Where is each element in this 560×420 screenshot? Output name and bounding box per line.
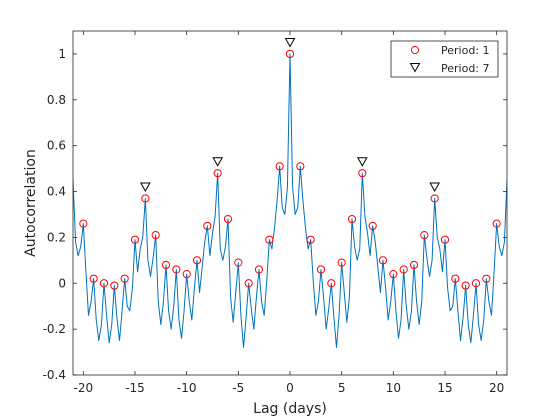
y-tick-label: 0 xyxy=(58,276,66,290)
period-1-marker xyxy=(482,274,491,283)
period-1-marker xyxy=(399,265,408,274)
x-tick-label: -20 xyxy=(74,381,94,395)
period-1-marker xyxy=(120,274,129,283)
period-1-marker xyxy=(430,194,439,203)
period-7-marker xyxy=(356,157,368,167)
period-1-marker xyxy=(358,169,367,178)
period-1-marker xyxy=(492,219,501,228)
period-1-marker xyxy=(182,269,191,279)
period-7-marker xyxy=(212,157,224,167)
period-1-marker xyxy=(99,279,109,288)
period-1-marker xyxy=(296,162,305,171)
period-1-marker xyxy=(337,258,346,267)
legend-triangle-marker-icon xyxy=(409,63,421,73)
period-7-marker xyxy=(429,182,441,192)
period-1-marker xyxy=(265,235,274,244)
period-1-marker xyxy=(451,274,460,283)
period-1-marker xyxy=(471,279,481,288)
period-1-marker xyxy=(79,219,88,228)
period-1-marker xyxy=(89,274,98,283)
y-tick-label: 0.8 xyxy=(47,93,66,107)
y-tick-label: -0.2 xyxy=(43,322,66,336)
legend-label-period-7: Period: 7 xyxy=(441,62,490,75)
x-tick-label: 0 xyxy=(286,381,294,395)
period-1-marker xyxy=(244,279,253,288)
y-tick-label: 0.4 xyxy=(47,185,66,199)
period-1-marker xyxy=(275,162,284,171)
legend-box xyxy=(390,40,499,78)
y-axis-label: Autocorrelation xyxy=(23,149,39,257)
y-tick-label: 0.6 xyxy=(47,139,66,153)
x-tick-label: -10 xyxy=(177,381,197,395)
period-1-marker xyxy=(285,49,295,59)
period-1-marker xyxy=(223,214,233,224)
plot-area xyxy=(73,31,507,375)
period-1-marker xyxy=(368,221,377,231)
period-1-marker xyxy=(327,279,336,288)
period-1-marker xyxy=(389,269,398,279)
legend-circle-marker-icon xyxy=(410,45,420,55)
x-tick-label: 20 xyxy=(489,381,504,395)
period-1-marker xyxy=(203,221,212,231)
period-1-marker xyxy=(409,260,419,270)
x-tick-label: -5 xyxy=(232,381,244,395)
period-1-marker xyxy=(161,260,171,270)
period-7-marker xyxy=(139,182,151,192)
period-1-marker xyxy=(420,231,429,240)
x-axis-label: Lag (days) xyxy=(253,401,327,417)
period-1-marker xyxy=(461,281,470,290)
period-1-marker xyxy=(234,258,243,267)
period-1-marker xyxy=(192,256,202,265)
period-1-marker xyxy=(110,281,119,290)
y-tick-label: 0.2 xyxy=(47,230,66,244)
autocorrelation-line xyxy=(73,53,507,348)
series-layer xyxy=(73,53,507,348)
x-tick-label: 10 xyxy=(386,381,401,395)
period-1-marker xyxy=(316,265,326,274)
period-1-marker xyxy=(172,265,181,274)
period-1-marker xyxy=(130,235,140,244)
ticks-layer: -20 -15 -10 -5 0 5 10 15 20 -0.4 -0.2 0 0.2 0.4 0.6 0.8… xyxy=(43,31,507,395)
period-1-marker xyxy=(213,169,222,178)
period-1-marker xyxy=(151,231,160,240)
marker-layer xyxy=(79,37,501,290)
period-1-marker xyxy=(306,235,315,244)
y-tick-label: 1 xyxy=(58,47,66,61)
period-1-marker xyxy=(141,194,150,203)
period-1-marker xyxy=(440,235,450,244)
period-7-marker xyxy=(284,37,296,48)
x-tick-label: -15 xyxy=(125,381,145,395)
x-tick-label: 5 xyxy=(338,381,346,395)
y-tick-label: -0.4 xyxy=(43,368,66,382)
period-1-marker xyxy=(254,265,264,274)
legend-label-period-1: Period: 1 xyxy=(441,44,490,57)
period-1-marker xyxy=(378,256,388,265)
legend: Period: 1 Period: 7 xyxy=(390,40,499,78)
x-tick-label: 15 xyxy=(437,381,452,395)
period-1-marker xyxy=(347,214,357,224)
